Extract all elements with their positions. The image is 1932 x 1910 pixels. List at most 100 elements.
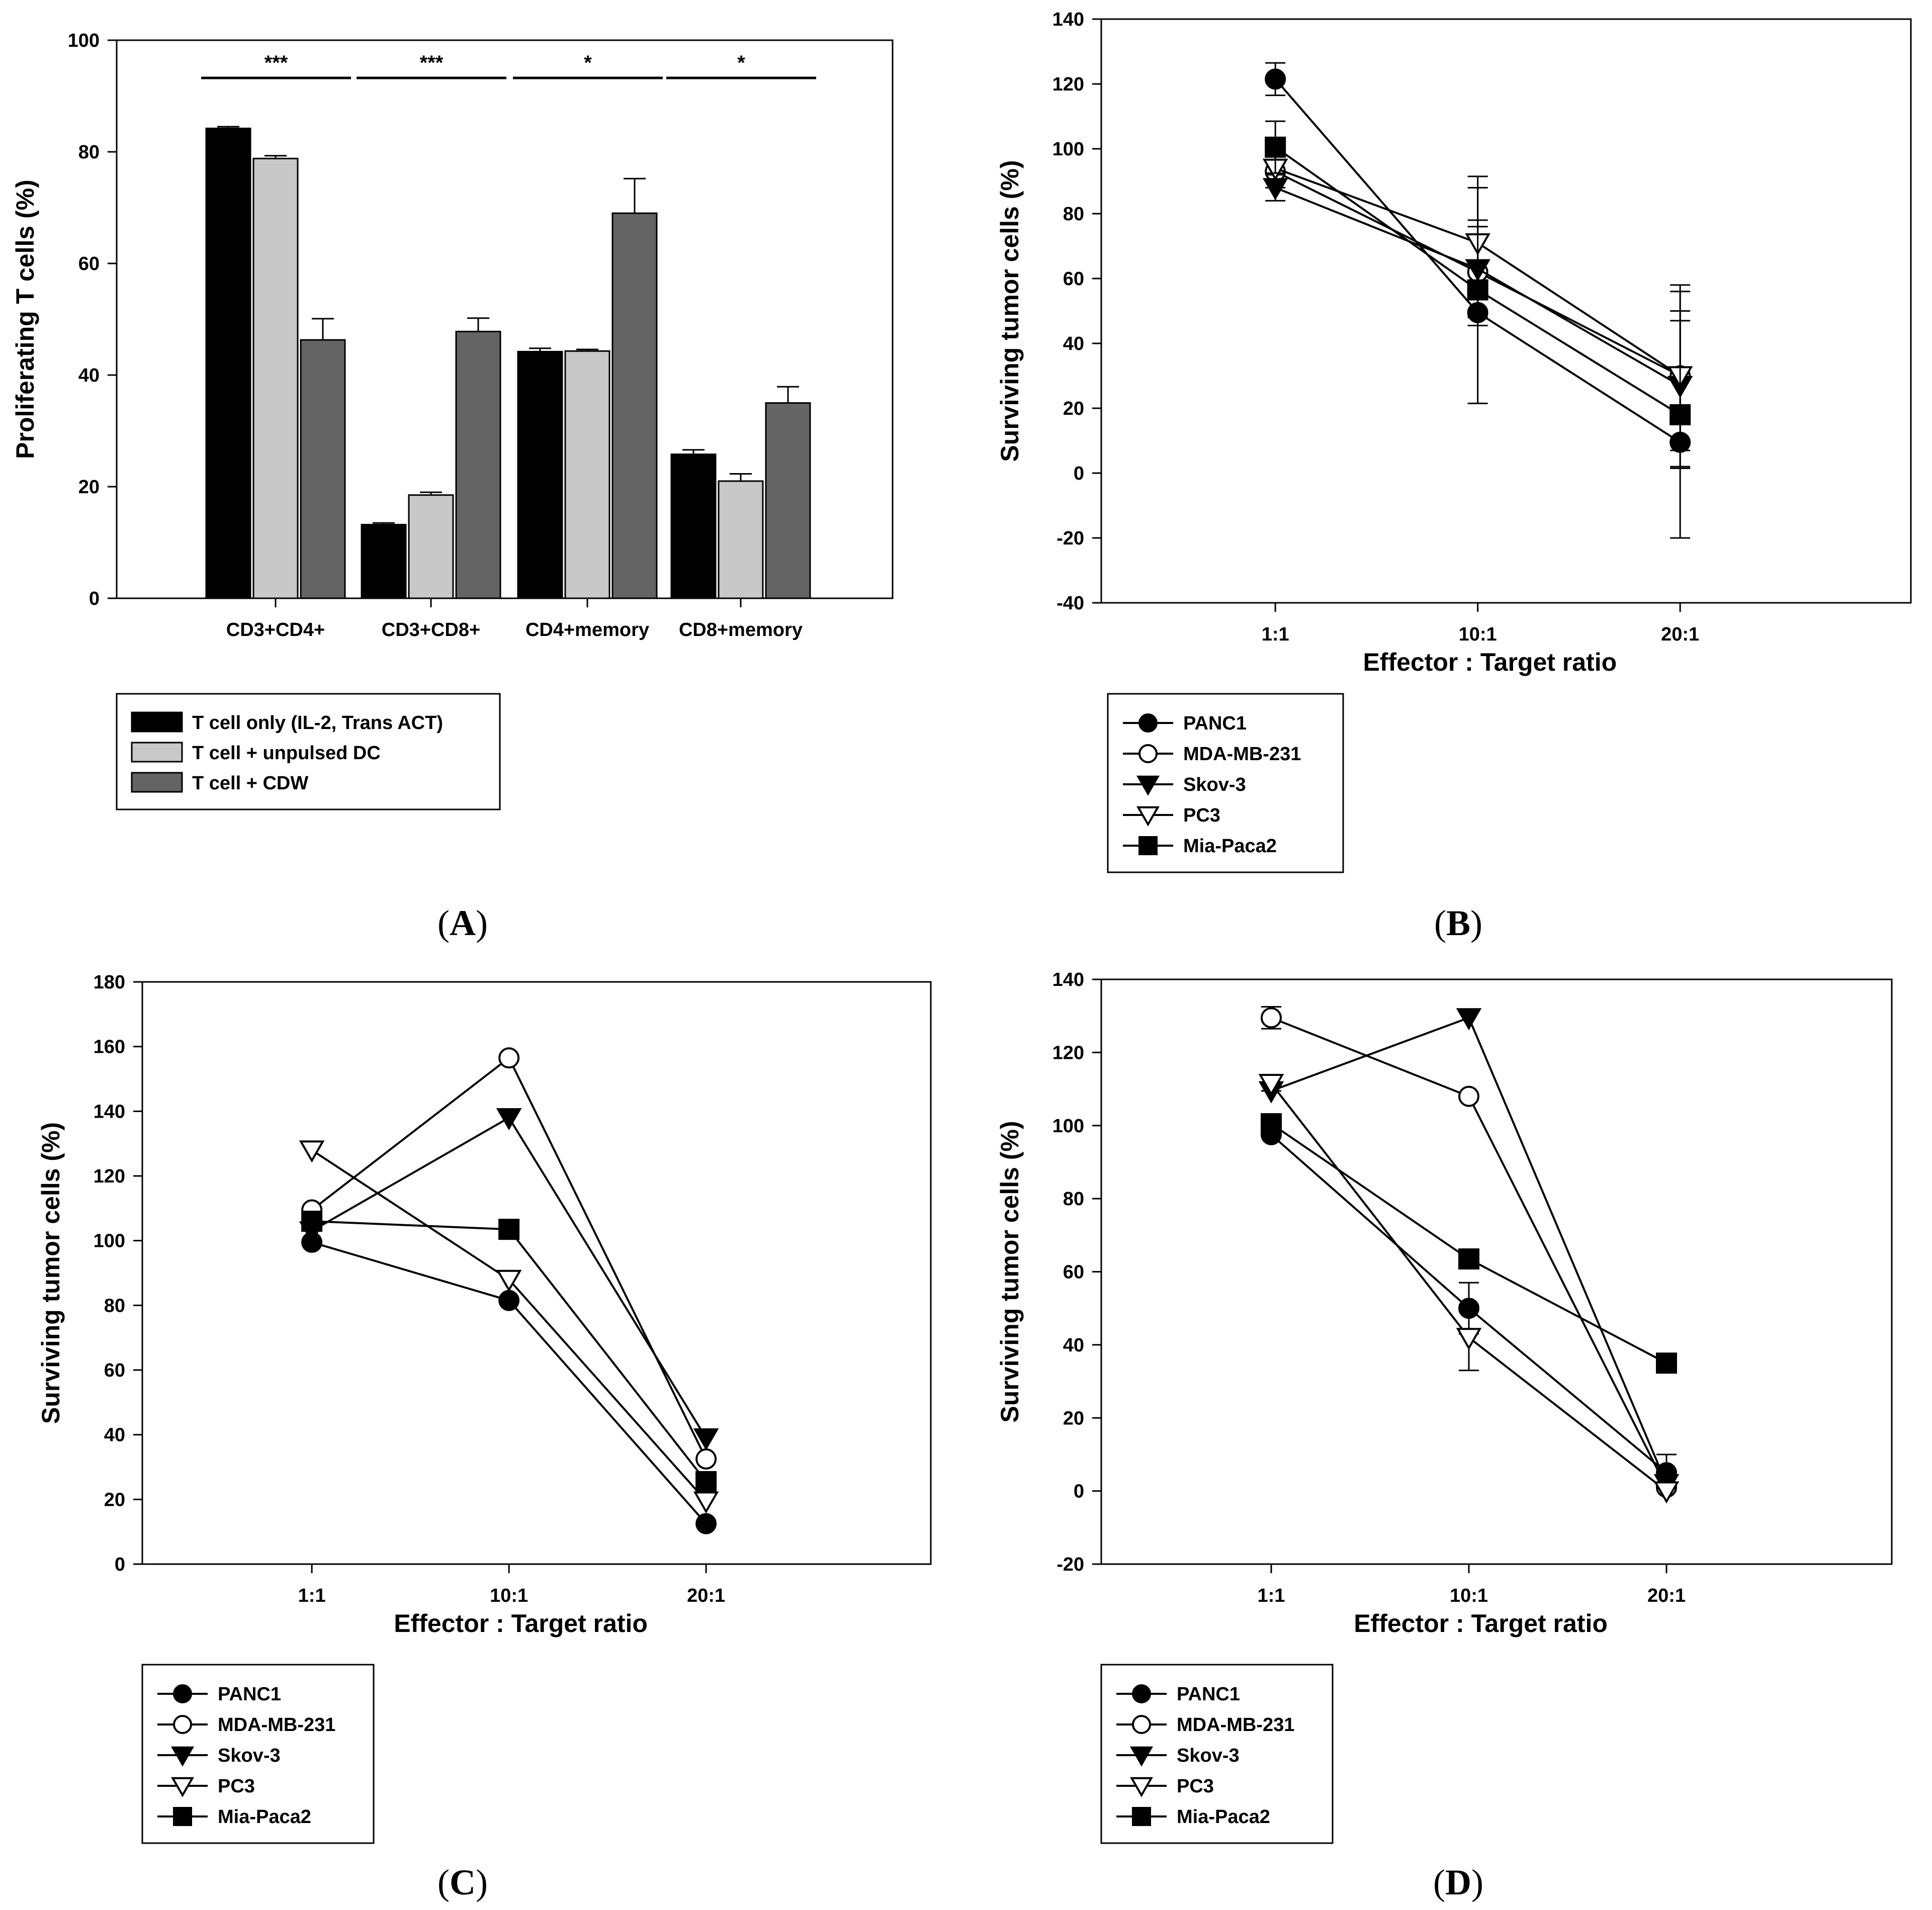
bar-T cell only (IL-2, Trans ACT)	[670, 453, 717, 599]
bar-T cell + CDW	[300, 339, 346, 599]
panel-C: 0 20 40 60 80 100 120 140 160 180 Surviving tumor …	[37, 972, 932, 1902]
panel-A: 0 20 40 60 80 100 Proliferating T cells (%) CD3…	[11, 30, 894, 943]
legend-marker	[170, 1777, 195, 1797]
legend-swatch	[131, 772, 183, 793]
x-axis-label: Effector : Target ratio	[1354, 1609, 1608, 1638]
data-point	[496, 1269, 522, 1292]
data-point	[1260, 1007, 1282, 1029]
caption-paren: (	[1433, 1862, 1445, 1902]
y-tick-label: 20	[78, 477, 100, 498]
bar-T cell + unpulsed DC	[252, 157, 299, 599]
legend-marker	[173, 1684, 192, 1703]
series-PC3	[299, 1140, 719, 1514]
y-tick-label: 0	[115, 1554, 125, 1575]
legend: PANC1 MDA-MB-231 Skov-3 PC3 Mia-Paca2	[141, 1664, 375, 1844]
y-tick-label: -20	[1057, 528, 1084, 549]
legend-label: Mia-Paca2	[218, 1806, 311, 1828]
bar-T cell + CDW	[765, 402, 811, 599]
y-tick-label: 80	[104, 1295, 125, 1316]
y-tick-label: 0	[1074, 463, 1084, 484]
y-tick-label: -40	[1057, 593, 1084, 614]
legend-label: PC3	[1183, 805, 1220, 826]
legend-label: Mia-Paca2	[1183, 836, 1277, 857]
x-tick-label: 1:1	[1262, 624, 1289, 645]
panel-D: -20 0 20 40 60 80 100 120 140 Surviving tumor cel…	[996, 969, 1893, 1902]
data-point	[693, 1491, 719, 1514]
legend-swatch	[131, 742, 183, 763]
y-axis-label: Proliferating T cells (%)	[11, 179, 39, 459]
legend: PANC1 MDA-MB-231 Skov-3 PC3 Mia-Paca2	[1100, 1664, 1334, 1844]
panel-caption: (A)	[437, 903, 488, 943]
significance-label: *	[584, 52, 592, 74]
data-point	[695, 1513, 717, 1534]
y-tick-label: 100	[68, 30, 100, 51]
legend-label: T cell only (IL-2, Trans ACT)	[192, 712, 443, 734]
data-point	[1456, 1328, 1482, 1350]
legend-marker	[1132, 1807, 1151, 1826]
legend-label: Skov-3	[1177, 1745, 1240, 1766]
bar-T cell + unpulsed DC	[718, 480, 764, 599]
legend-marker	[1129, 1746, 1154, 1767]
y-tick-label: 100	[1052, 139, 1084, 160]
data-point	[301, 1211, 323, 1232]
panel-caption: (B)	[1434, 903, 1482, 943]
legend-label: PC3	[1177, 1776, 1214, 1797]
x-tick-label: 1:1	[298, 1585, 326, 1606]
y-tick-label: 20	[104, 1489, 125, 1510]
legend-label: Skov-3	[218, 1745, 281, 1766]
data-point	[695, 1448, 717, 1470]
data-point	[498, 1290, 520, 1311]
legend-label: PC3	[218, 1776, 255, 1797]
panel-B: -40 -20 0 20 40 60 80 100 120 140 Surviving tumor …	[996, 9, 1912, 943]
bar-T cell + unpulsed DC	[564, 350, 610, 599]
x-tick-label: CD4+memory	[525, 619, 649, 641]
legend-marker	[173, 1807, 192, 1826]
legend-label: T cell + CDW	[192, 773, 308, 794]
data-point	[1653, 1481, 1680, 1504]
bar-T cell only (IL-2, Trans ACT)	[205, 127, 251, 599]
caption-paren: )	[476, 1862, 488, 1902]
data-point	[496, 1108, 522, 1131]
y-tick-label: 180	[94, 972, 125, 993]
y-tick-label: 60	[1063, 1262, 1084, 1283]
data-point	[1456, 1008, 1482, 1031]
x-tick-label: 20:1	[1647, 1585, 1686, 1606]
y-tick-label: 40	[104, 1425, 125, 1446]
caption-letter: B	[1446, 903, 1470, 943]
y-tick-label: 60	[78, 253, 100, 275]
caption-letter: C	[450, 1862, 476, 1902]
legend-label: MDA-MB-231	[1177, 1714, 1294, 1736]
bar-T cell only (IL-2, Trans ACT)	[361, 523, 407, 599]
significance-label: ***	[420, 52, 444, 74]
y-tick-label: 140	[1052, 9, 1084, 30]
y-tick-label: 40	[1063, 333, 1084, 354]
series-Mia-Paca2	[301, 1211, 717, 1492]
x-tick-label: 20:1	[687, 1585, 725, 1606]
caption-paren: )	[476, 903, 488, 943]
bar-T cell + CDW	[611, 212, 658, 599]
data-point	[695, 1471, 717, 1492]
data-point	[1265, 136, 1286, 158]
x-tick-label: 10:1	[1459, 624, 1497, 645]
legend-swatch	[131, 711, 183, 733]
data-point	[1670, 404, 1691, 425]
y-axis-label: Surviving tumor cells (%)	[996, 1121, 1024, 1422]
legend-marker	[1136, 806, 1160, 827]
y-tick-label: 140	[94, 1101, 125, 1122]
y-axis-label: Surviving tumor cells (%)	[37, 1122, 65, 1424]
x-tick-label: 20:1	[1661, 624, 1699, 645]
x-tick-label: 10:1	[1450, 1585, 1488, 1606]
caption-paren: (	[437, 903, 450, 943]
y-tick-label: 80	[1063, 1189, 1084, 1210]
y-tick-label: 0	[1074, 1481, 1084, 1502]
legend-label: Mia-Paca2	[1177, 1806, 1270, 1828]
legend: PANC1 MDA-MB-231 Skov-3 PC3 Mia-Paca2	[1107, 693, 1344, 873]
legend-marker	[1132, 1715, 1151, 1734]
y-tick-label: 20	[1063, 398, 1084, 419]
y-axis-label: Surviving tumor cells (%)	[996, 160, 1024, 462]
data-point	[1467, 279, 1488, 301]
data-point	[1265, 68, 1286, 90]
y-tick-label: 120	[94, 1166, 125, 1187]
x-tick-label: CD3+CD4+	[226, 619, 325, 641]
plot-frame	[1100, 18, 1912, 604]
